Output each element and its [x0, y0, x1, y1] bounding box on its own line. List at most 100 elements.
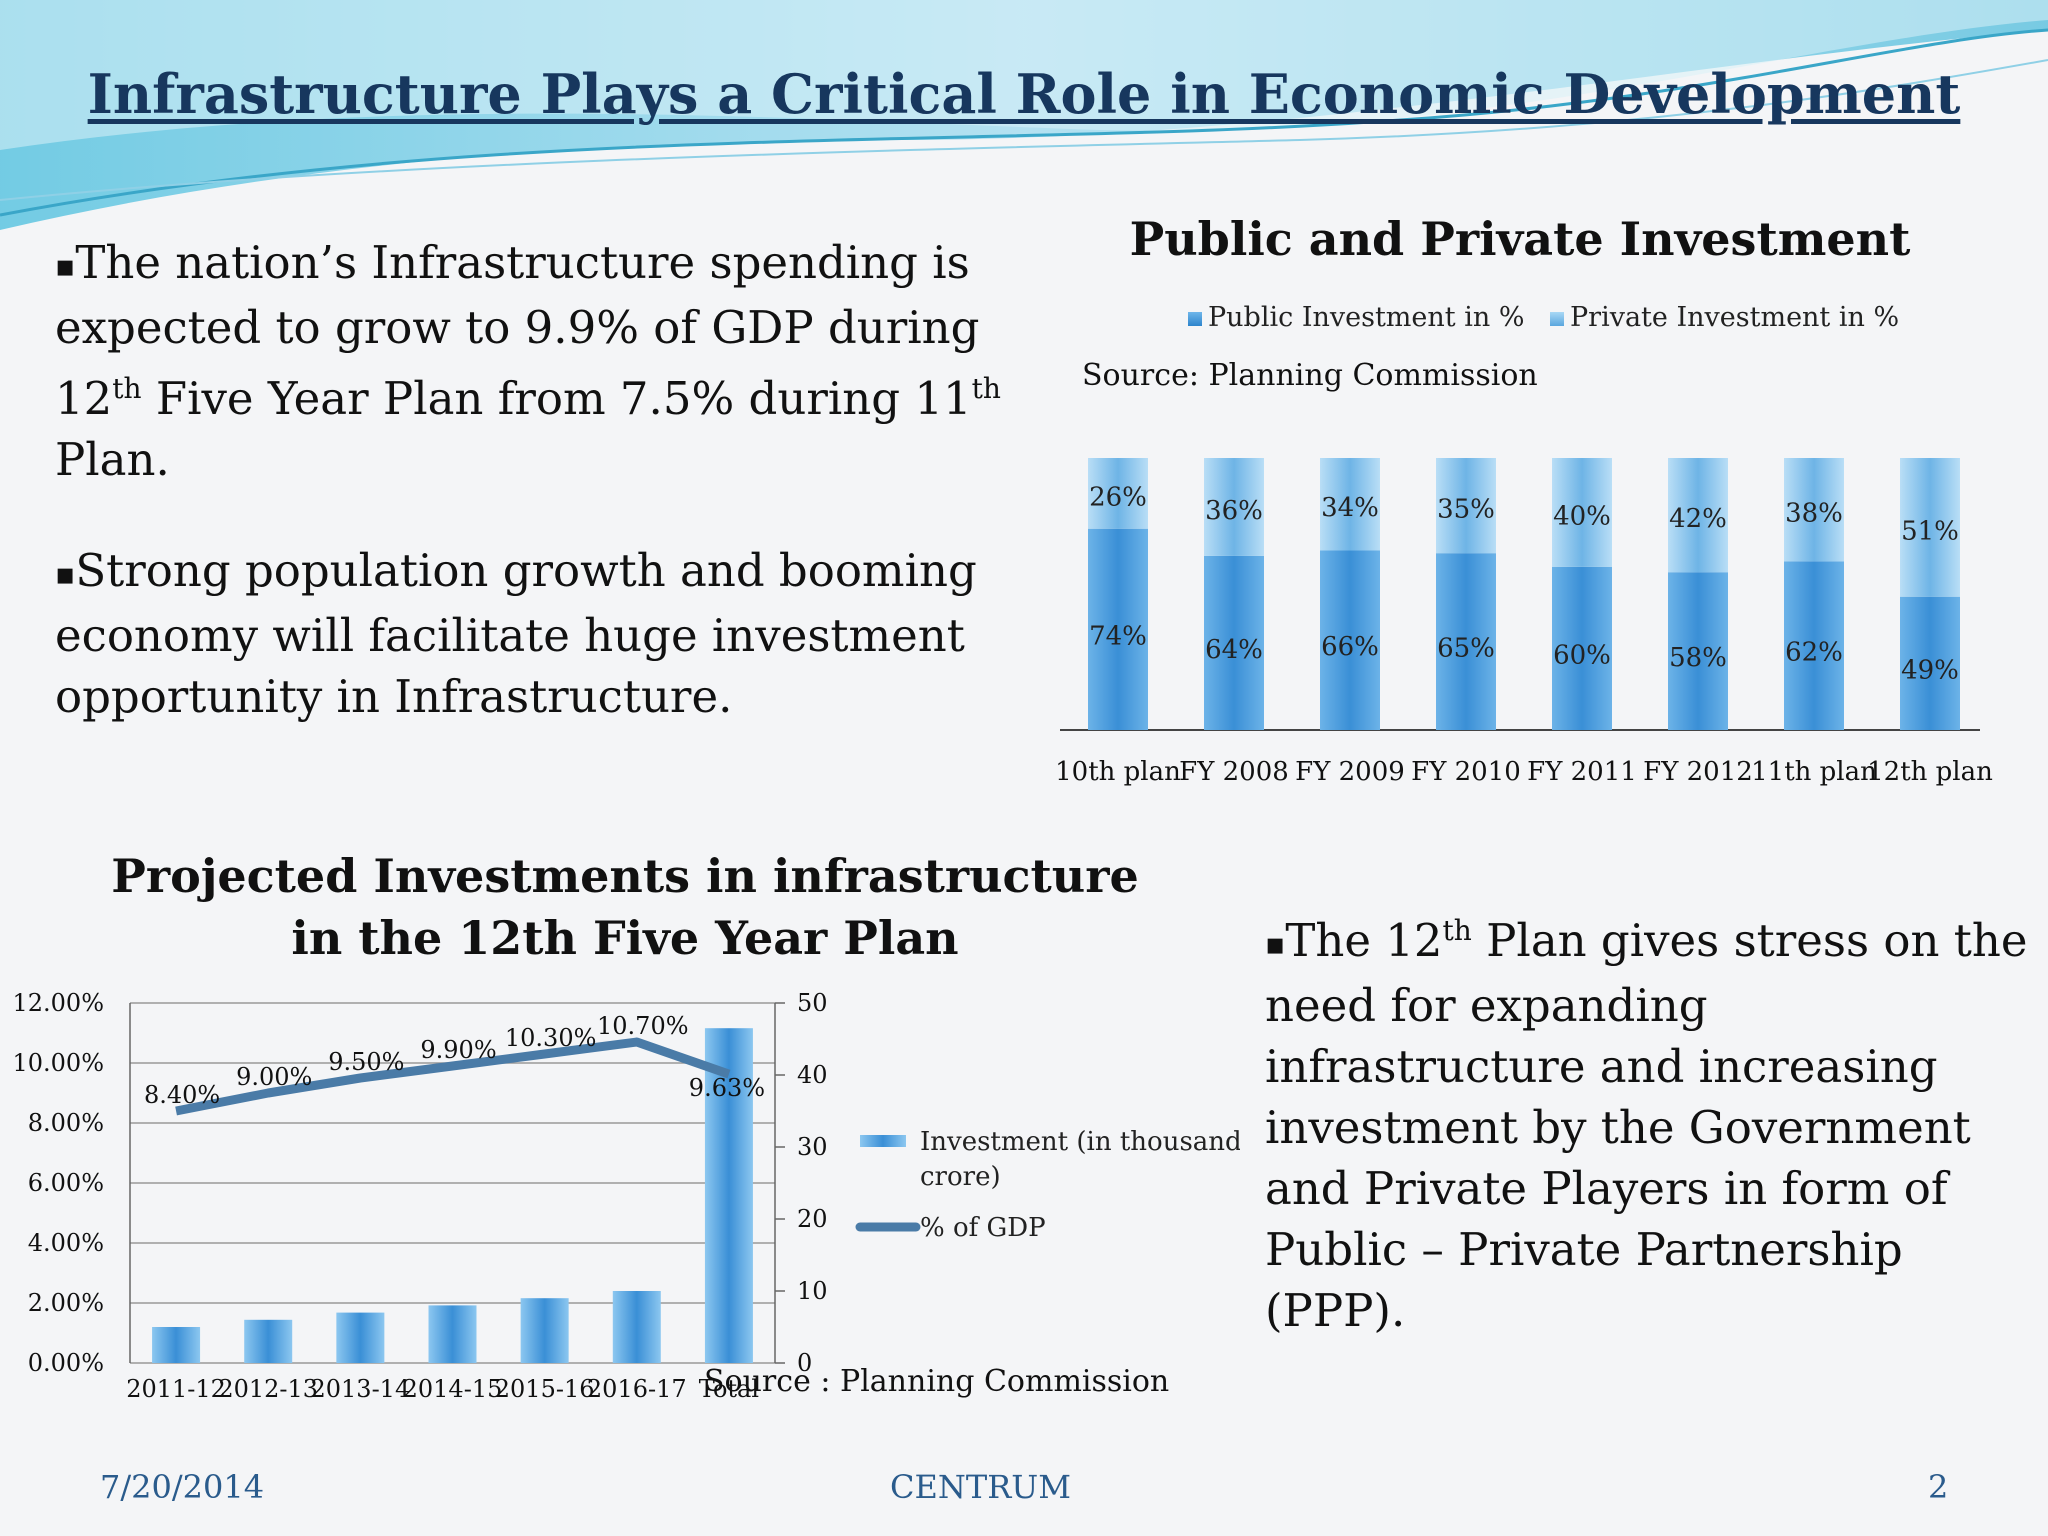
superscript: th — [112, 372, 142, 405]
data-label-gdp: 8.40% — [144, 1081, 220, 1109]
bar-investment — [428, 1305, 477, 1363]
bar-private — [1552, 458, 1612, 567]
wave-shape-light — [0, 0, 2048, 150]
footer-page-number: 2 — [1928, 1468, 1949, 1506]
y-right-tick-label: 20 — [797, 1205, 828, 1233]
data-label-public: 58% — [1669, 643, 1727, 673]
data-label-public: 60% — [1553, 640, 1611, 670]
x-tick-label: 2016-17 — [587, 1375, 687, 1403]
x-tick-label: FY 2011 — [1527, 757, 1637, 787]
x-tick-label: 12th plan — [1867, 757, 1993, 787]
y-left-tick-label: 12.00% — [12, 989, 104, 1017]
data-label-public: 74% — [1089, 621, 1147, 651]
x-tick-label: 2011-12 — [126, 1375, 226, 1403]
bullet-text: Plan gives stress on the — [1471, 914, 2028, 967]
chart1-stacked-bar: 74% 26% 10th plan 64% 36% FY 2008 66% 34% FY 200… — [1055, 458, 1993, 787]
bullet-line: Plan. — [55, 433, 170, 486]
x-tick-label: 10th plan — [1055, 757, 1181, 787]
x-tick-label: FY 2009 — [1295, 757, 1405, 787]
bullet-text: The 12 — [1285, 914, 1443, 967]
chart1-source: Source: Planning Commission — [1082, 358, 1538, 393]
bar-private — [1668, 458, 1728, 573]
y-left-tick-label: 6.00% — [28, 1169, 104, 1197]
bullet-spending-growth: ▪The nation’s Infrastructure spending is… — [55, 232, 1001, 490]
y-right-tick-label: 0 — [797, 1349, 812, 1377]
data-label-gdp: 10.70% — [597, 1012, 689, 1040]
legend-label: Public Investment in % — [1208, 302, 1525, 333]
bar-investment — [520, 1298, 569, 1363]
legend-swatch-icon — [1550, 311, 1564, 326]
x-tick-label: FY 2010 — [1411, 757, 1521, 787]
data-label-public: 64% — [1205, 635, 1263, 665]
bar-public — [1204, 555, 1264, 730]
superscript: th — [971, 372, 1001, 405]
footer-date: 7/20/2014 — [100, 1468, 265, 1506]
legend-bar-label: Investment (in thousand — [920, 1127, 1240, 1157]
bullet-text: Five Year Plan from 7.5% during 11 — [141, 372, 972, 425]
data-label-private: 26% — [1089, 482, 1147, 512]
x-tick-label: 2012-13 — [218, 1375, 318, 1403]
bar-public — [1784, 561, 1844, 730]
bullet-text: need for expanding infrastructure and in… — [1265, 979, 1971, 1337]
chart2-combo-chart: 0.00% 2.00% 4.00% 6.00% 8.00% 10.00% 12.00% 0 10… — [12, 989, 1240, 1403]
y-right-tick-label: 40 — [797, 1061, 828, 1089]
bar-private — [1900, 458, 1960, 597]
data-label-private: 51% — [1901, 516, 1959, 546]
chart1-title: Public and Private Investment — [1129, 212, 1911, 266]
bar-public — [1320, 550, 1380, 730]
bar-public — [1436, 553, 1496, 730]
y-left-tick-label: 2.00% — [28, 1289, 104, 1317]
bar-private — [1088, 458, 1148, 529]
bullet-text: 12 — [55, 372, 113, 425]
data-label-public: 49% — [1901, 655, 1959, 685]
header-wave-decoration — [0, 0, 2048, 230]
data-label-gdp: 9.63% — [689, 1074, 765, 1102]
y-right-tick-label: 10 — [797, 1277, 828, 1305]
bar-investment — [152, 1327, 201, 1363]
chart2-title: Projected Investments in infrastructure … — [111, 849, 1139, 965]
data-label-private: 34% — [1321, 493, 1379, 523]
bar-private — [1784, 458, 1844, 562]
chart1-legend-public: Public Investment in % — [1188, 302, 1524, 333]
bullet-12th-plan: ▪The 12th Plan gives stress on the need … — [1265, 900, 2027, 1341]
footer-center: CENTRUM — [890, 1468, 1072, 1506]
bar-public — [1900, 596, 1960, 730]
data-label-private: 40% — [1553, 501, 1611, 531]
data-label-gdp: 9.00% — [236, 1063, 312, 1091]
bar-private — [1436, 458, 1496, 554]
data-label-gdp: 10.30% — [505, 1024, 597, 1052]
chart1-legend-private: Private Investment in % — [1550, 302, 1899, 333]
data-label-gdp: 9.50% — [328, 1048, 404, 1076]
data-label-gdp: 9.90% — [420, 1036, 496, 1064]
y-left-tick-label: 4.00% — [28, 1229, 104, 1257]
bar-private — [1204, 458, 1264, 556]
data-label-private: 35% — [1437, 495, 1495, 525]
data-label-private: 42% — [1669, 504, 1727, 534]
bullet-marker: ▪ — [1265, 927, 1286, 962]
x-tick-label: Total — [699, 1375, 759, 1403]
y-right-tick-label: 50 — [797, 989, 828, 1017]
x-tick-label: 2014-15 — [403, 1375, 503, 1403]
bullet-line: expected to grow to 9.9% of GDP during — [55, 301, 980, 354]
x-tick-label: FY 2012 — [1643, 757, 1753, 787]
y-left-tick-label: 8.00% — [28, 1109, 104, 1137]
wave-line — [0, 28, 2048, 217]
chart2-source: Source : Planning Commission — [704, 1364, 1170, 1399]
bar-investment — [612, 1291, 661, 1363]
data-label-public: 66% — [1321, 632, 1379, 662]
bar-public — [1668, 572, 1728, 730]
x-tick-label: FY 2008 — [1179, 757, 1289, 787]
bullet-marker: ▪ — [55, 249, 76, 284]
x-tick-label: 11th plan — [1751, 757, 1877, 787]
x-tick-label: 2015-16 — [495, 1375, 595, 1403]
y-left-tick-label: 0.00% — [28, 1349, 104, 1377]
superscript: th — [1442, 914, 1472, 947]
bar-investment — [704, 1028, 753, 1363]
bar-investment — [244, 1319, 293, 1363]
legend-bar-swatch — [860, 1135, 906, 1147]
y-left-tick-label: 10.00% — [12, 1049, 104, 1077]
legend-line-label: % of GDP — [920, 1213, 1046, 1243]
legend-label: Private Investment in % — [1570, 302, 1900, 333]
data-label-public: 62% — [1785, 638, 1843, 668]
page-title: Infrastructure Plays a Critical Role in … — [87, 62, 1961, 126]
